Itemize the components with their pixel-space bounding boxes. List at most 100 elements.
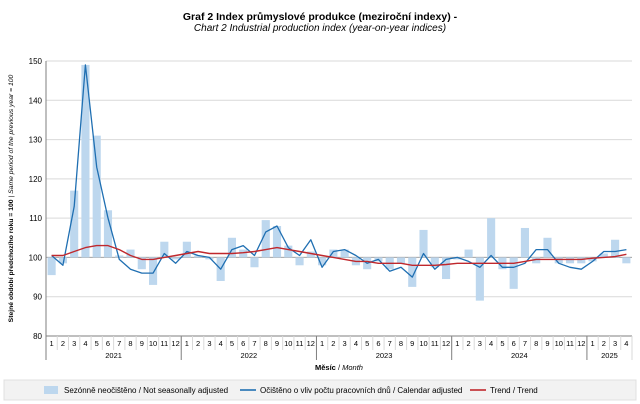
bar xyxy=(577,257,586,264)
x-tick-label: 5 xyxy=(365,339,369,348)
year-label: 2021 xyxy=(105,351,122,360)
year-label: 2022 xyxy=(241,351,258,360)
bar xyxy=(611,239,620,258)
legend-label: Očištěno o vliv počtu pracovních dnů / C… xyxy=(260,386,462,395)
x-tick-label: 8 xyxy=(534,339,538,348)
bar xyxy=(149,257,158,285)
x-tick-label: 2 xyxy=(196,339,200,348)
x-axis-title: Měsíc / Month xyxy=(315,363,363,372)
x-tick-label: 8 xyxy=(264,339,268,348)
bar xyxy=(227,237,236,258)
x-tick-label: 3 xyxy=(72,339,76,348)
bar xyxy=(239,249,248,258)
legend: Sezónně neočištěno / Not seasonally adju… xyxy=(3,379,637,401)
x-tick-label: 4 xyxy=(219,339,223,348)
x-tick-label: 10 xyxy=(555,339,563,348)
y-tick-label: 120 xyxy=(29,175,43,184)
bar xyxy=(171,257,180,260)
y-tick-label: 80 xyxy=(33,332,42,341)
bar xyxy=(182,241,191,258)
bar xyxy=(554,257,563,264)
year-label: 2025 xyxy=(601,351,618,360)
x-tick-label: 6 xyxy=(241,339,245,348)
y-tick-label: 130 xyxy=(29,136,43,145)
x-tick-label: 3 xyxy=(343,339,347,348)
bar xyxy=(475,257,484,301)
x-tick-label: 8 xyxy=(128,339,132,348)
year-label: 2024 xyxy=(511,351,528,360)
legend-label: Sezónně neočištěno / Not seasonally adju… xyxy=(64,386,228,395)
bar xyxy=(137,257,146,270)
x-tick-label: 2 xyxy=(602,339,606,348)
bar xyxy=(81,64,90,258)
chart-subtitle: Chart 2 Industrial production index (yea… xyxy=(194,23,446,34)
calendar-adjusted-line xyxy=(51,64,627,278)
x-tick-label: 9 xyxy=(140,339,144,348)
bar xyxy=(295,257,304,266)
y-tick-label: 150 xyxy=(29,57,43,66)
x-tick-label: 12 xyxy=(171,339,179,348)
x-tick-label: 11 xyxy=(296,339,304,348)
x-tick-label: 4 xyxy=(354,339,358,348)
x-tick-label: 7 xyxy=(388,339,392,348)
bar xyxy=(588,257,597,262)
chart-title-group: Graf 2 Index průmyslové produkce (meziro… xyxy=(183,11,458,34)
bar xyxy=(70,190,79,258)
bar xyxy=(509,257,518,289)
x-tick-label: 1 xyxy=(50,339,54,348)
bar xyxy=(47,257,56,276)
x-tick-label: 1 xyxy=(455,339,459,348)
bar xyxy=(565,257,575,264)
bar xyxy=(340,249,349,258)
y-tick-label: 110 xyxy=(29,214,42,223)
x-tick-label: 10 xyxy=(419,339,427,348)
x-tick-label: 9 xyxy=(275,339,279,348)
x-tick-label: 12 xyxy=(442,339,450,348)
bar xyxy=(250,257,259,268)
x-tick-label: 11 xyxy=(160,339,168,348)
y-tick-label: 140 xyxy=(29,96,43,105)
y-tick-label: 90 xyxy=(33,293,42,302)
bar xyxy=(103,210,113,258)
legend-swatch-bar xyxy=(44,386,58,394)
y-tick-label: 100 xyxy=(29,253,43,262)
bar xyxy=(487,218,496,258)
x-tick-label: 10 xyxy=(149,339,157,348)
x-axis-title-en: Month xyxy=(342,363,363,372)
bar xyxy=(306,251,315,258)
x-tick-label: 5 xyxy=(500,339,504,348)
x-tick-label: 1 xyxy=(590,339,594,348)
bar xyxy=(58,257,67,264)
trend-line xyxy=(51,244,627,266)
bar xyxy=(430,257,439,268)
x-tick-label: 4 xyxy=(624,339,628,348)
bar xyxy=(520,227,529,258)
x-tick-label: 12 xyxy=(307,339,315,348)
year-label: 2023 xyxy=(376,351,393,360)
x-tick-label: 3 xyxy=(478,339,482,348)
bar xyxy=(194,255,203,258)
y-axis-title-en: Same period of the previous year = 100 xyxy=(8,74,15,193)
bar xyxy=(396,257,406,264)
bar xyxy=(115,255,124,258)
y-axis-label: Stejné období předchozího roku = 100 | S… xyxy=(8,74,15,322)
bar xyxy=(261,220,270,258)
x-axis-title-sep: / xyxy=(336,363,342,372)
bar xyxy=(622,257,631,264)
bar xyxy=(599,253,608,258)
bar xyxy=(126,249,135,258)
bar xyxy=(205,257,214,260)
grid xyxy=(46,60,632,298)
bar xyxy=(329,249,338,258)
bar xyxy=(464,249,473,258)
x-tick-label: 5 xyxy=(230,339,234,348)
chart-title: Graf 2 Index průmyslové produkce (meziro… xyxy=(183,11,458,23)
x-axis-label-group: Měsíc / Month xyxy=(315,363,363,372)
y-axis-title: Stejné období předchozího roku = 100 | S… xyxy=(8,74,15,322)
bar xyxy=(284,245,293,258)
x-tick-label: 4 xyxy=(489,339,493,348)
x-tick-label: 6 xyxy=(512,339,516,348)
x-tick-label: 7 xyxy=(252,339,256,348)
legend-box xyxy=(3,379,637,401)
